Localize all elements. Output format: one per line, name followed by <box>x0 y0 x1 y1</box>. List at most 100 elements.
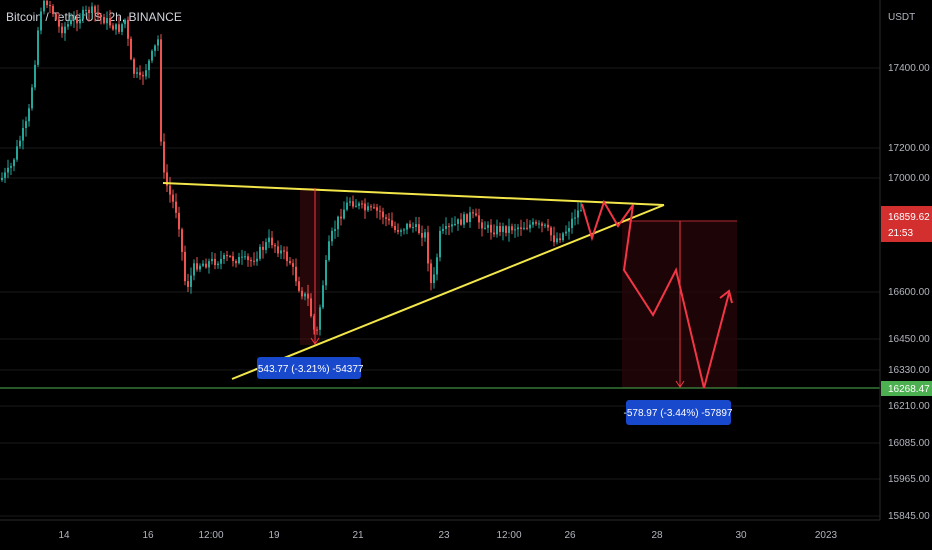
measure-box-past <box>300 188 320 345</box>
candle-body <box>529 224 531 229</box>
time-tick-label: 12:00 <box>198 530 223 541</box>
candle-body <box>436 257 438 275</box>
candle-body <box>178 212 180 230</box>
candle-body <box>22 128 24 141</box>
candle-body <box>295 266 297 282</box>
candle-body <box>28 108 30 122</box>
candle-body <box>352 201 354 207</box>
candle-body <box>226 255 228 257</box>
candle-body <box>418 224 420 234</box>
candle-body <box>493 232 495 235</box>
lower-trendline[interactable] <box>231 204 665 380</box>
price-tick-label: 15845.00 <box>888 511 930 522</box>
candle-body <box>490 224 492 233</box>
candle-body <box>412 226 414 228</box>
candle-body <box>511 226 513 231</box>
candle-body <box>472 212 474 214</box>
candle-body <box>187 281 189 287</box>
candle-body <box>289 261 291 264</box>
candle-body <box>142 75 144 77</box>
candle-body <box>367 206 369 211</box>
candle-body <box>571 218 573 229</box>
candle-body <box>442 228 444 231</box>
candle-body <box>292 263 294 267</box>
candle-body <box>409 223 411 228</box>
candle-body <box>235 261 237 264</box>
time-tick-label: 23 <box>438 530 450 541</box>
svg-text:16859.62: 16859.62 <box>888 212 930 223</box>
measure-arrowhead-projected <box>675 380 685 388</box>
candle-body <box>4 172 6 178</box>
candle-body <box>163 141 165 173</box>
candle-body <box>427 232 429 264</box>
candle-body <box>58 19 60 27</box>
candle-body <box>382 211 384 218</box>
price-tick-label: 15965.00 <box>888 474 930 485</box>
candle-body <box>364 203 366 211</box>
candle-body <box>100 14 102 18</box>
candle-body <box>376 207 378 211</box>
upper-trendline[interactable] <box>162 182 665 206</box>
candle-body <box>82 9 84 20</box>
candle-body <box>298 281 300 291</box>
candle-body <box>10 166 12 168</box>
candle-body <box>517 227 519 230</box>
candle-body <box>535 222 537 224</box>
candle-body <box>208 261 210 268</box>
candle-body <box>280 250 282 254</box>
candle-body <box>238 257 240 264</box>
candle-body <box>313 316 315 330</box>
candle-body <box>277 246 279 254</box>
candle-body <box>124 19 126 25</box>
candle-body <box>301 290 303 297</box>
candle-body <box>502 226 504 232</box>
price-tick-label: 16330.00 <box>888 365 930 376</box>
candle-body <box>319 307 321 330</box>
candle-body <box>541 223 543 226</box>
candle-body <box>79 19 81 24</box>
candle-body <box>334 229 336 231</box>
candle-body <box>196 263 198 270</box>
candle-body <box>241 256 243 258</box>
candle-body <box>106 18 108 24</box>
candle-body <box>190 275 192 287</box>
candle-body <box>259 246 261 259</box>
candle-body <box>544 224 546 226</box>
candle-body <box>415 224 417 227</box>
projected-path[interactable] <box>581 199 730 389</box>
candle-body <box>553 235 555 243</box>
price-axis[interactable]: 17400.00 17200.00 17000.00 16600.00 16450.00… <box>888 63 930 522</box>
time-tick-label: 2023 <box>815 530 838 541</box>
candle-body <box>400 230 402 232</box>
measure-arrowhead-past <box>310 337 320 345</box>
time-axis[interactable]: 14 16 12:00 19 21 23 12:00 26 28 30 2023 <box>58 530 837 541</box>
candle-body <box>43 0 45 12</box>
candle-body <box>220 258 222 264</box>
candle-body <box>127 19 129 39</box>
candle-body <box>172 194 174 202</box>
candle-body <box>40 11 42 31</box>
candle-body <box>97 12 99 15</box>
candle-body <box>16 146 18 160</box>
candle-body <box>565 231 567 234</box>
candle-body <box>526 227 528 229</box>
candle-body <box>175 201 177 213</box>
time-tick-label: 12:00 <box>496 530 521 541</box>
candle-body <box>286 251 288 262</box>
candle-body <box>214 258 216 266</box>
price-tick-label: 17200.00 <box>888 143 930 154</box>
candle-body <box>403 229 405 231</box>
candle-body <box>133 59 135 74</box>
svg-text:-543.77 (-3.21%) -54377: -543.77 (-3.21%) -54377 <box>255 364 364 375</box>
candle-body <box>568 228 570 232</box>
candle-body <box>199 265 201 270</box>
candle-body <box>145 70 147 77</box>
candle-body <box>391 220 393 227</box>
candle-body <box>13 159 15 167</box>
candle-body <box>445 226 447 229</box>
candle-body <box>151 50 153 61</box>
candle-body <box>358 203 360 206</box>
candle-body <box>166 172 168 186</box>
candle-body <box>466 214 468 222</box>
